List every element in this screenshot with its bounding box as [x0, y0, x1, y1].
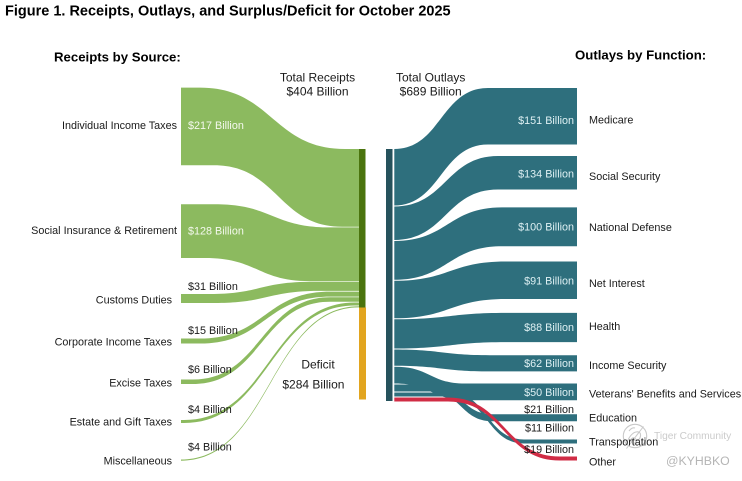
svg-text:$31 Billion: $31 Billion	[188, 281, 238, 293]
svg-text:Tiger Community: Tiger Community	[654, 431, 732, 442]
svg-text:$88 Billion: $88 Billion	[524, 322, 574, 334]
svg-text:$50 Billion: $50 Billion	[524, 387, 574, 399]
svg-text:$6 Billion: $6 Billion	[188, 364, 232, 376]
svg-text:Total Outlays: Total Outlays	[396, 71, 465, 85]
svg-text:Estate and Gift Taxes: Estate and Gift Taxes	[70, 417, 173, 429]
svg-text:Transportation: Transportation	[589, 437, 658, 449]
svg-text:Income Security: Income Security	[589, 360, 667, 372]
svg-text:Deficit: Deficit	[301, 358, 335, 372]
svg-text:$91 Billion: $91 Billion	[524, 275, 574, 287]
svg-text:Individual Income Taxes: Individual Income Taxes	[62, 120, 178, 132]
svg-text:Medicare: Medicare	[589, 114, 633, 126]
svg-text:$404 Billion: $404 Billion	[286, 85, 348, 99]
svg-text:Customs Duties: Customs Duties	[96, 294, 173, 306]
svg-text:Excise Taxes: Excise Taxes	[109, 377, 172, 389]
svg-text:Net Interest: Net Interest	[589, 278, 645, 290]
svg-text:Other: Other	[589, 457, 616, 469]
svg-text:Social Insurance & Retirement: Social Insurance & Retirement	[31, 225, 177, 237]
svg-text:Social Security: Social Security	[589, 171, 661, 183]
svg-text:Outlays by Function:: Outlays by Function:	[575, 48, 706, 63]
svg-text:$100 Billion: $100 Billion	[518, 221, 574, 233]
svg-text:$62 Billion: $62 Billion	[524, 358, 574, 370]
svg-text:$15 Billion: $15 Billion	[188, 325, 238, 337]
svg-text:$21 Billion: $21 Billion	[524, 404, 574, 416]
svg-text:Education: Education	[589, 412, 637, 424]
svg-text:Total Receipts: Total Receipts	[280, 71, 355, 85]
svg-text:$11 Billion: $11 Billion	[525, 422, 574, 434]
svg-text:Corporate Income Taxes: Corporate Income Taxes	[55, 337, 173, 349]
svg-text:Receipts by Source:: Receipts by Source:	[54, 50, 181, 65]
svg-text:National Defense: National Defense	[589, 222, 672, 234]
svg-text:$151 Billion: $151 Billion	[518, 115, 574, 127]
svg-text:$4 Billion: $4 Billion	[188, 404, 232, 416]
svg-text:$284 Billion: $284 Billion	[282, 377, 344, 391]
svg-text:$19 Billion: $19 Billion	[524, 444, 574, 456]
svg-text:$217 Billion: $217 Billion	[188, 120, 244, 132]
svg-text:$4 Billion: $4 Billion	[188, 441, 232, 453]
svg-text:$128 Billion: $128 Billion	[188, 226, 244, 238]
svg-text:Veterans' Benefits and Service: Veterans' Benefits and Services	[589, 388, 742, 400]
svg-text:Figure 1. Receipts, Outlays, a: Figure 1. Receipts, Outlays, and Surplus…	[5, 4, 451, 20]
svg-text:Miscellaneous: Miscellaneous	[104, 456, 173, 468]
svg-text:$134 Billion: $134 Billion	[518, 168, 574, 180]
svg-text:$689 Billion: $689 Billion	[400, 85, 462, 99]
svg-text:@KYHBKO: @KYHBKO	[666, 454, 730, 468]
svg-text:Health: Health	[589, 321, 620, 333]
